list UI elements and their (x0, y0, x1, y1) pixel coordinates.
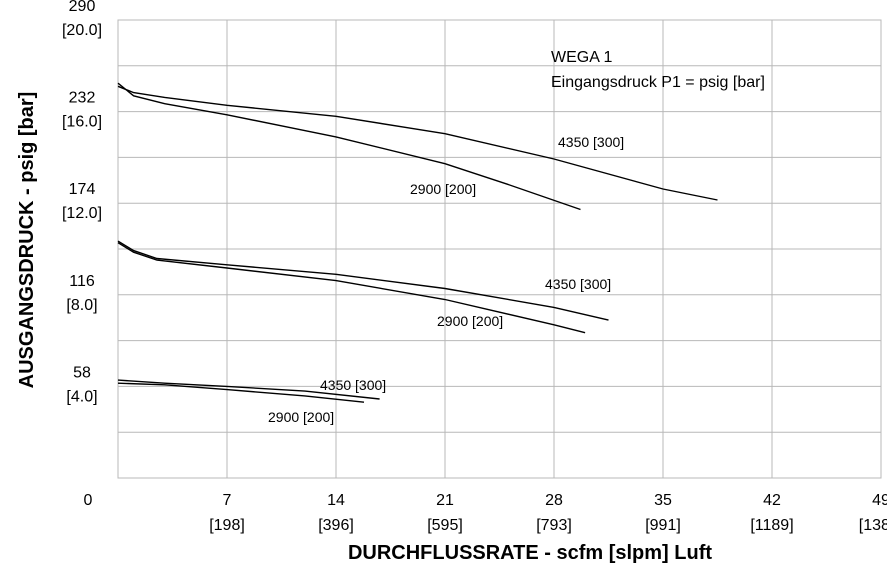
series-line-4 (117, 379, 380, 400)
y-tick-label: 116 (69, 273, 95, 290)
x-tick-label: 14 (327, 492, 345, 509)
x-tick-sublabel: [1189] (750, 517, 793, 534)
series-label-0: 4350 [300] (558, 134, 624, 150)
y-tick-sublabel: [4.0] (66, 388, 97, 405)
x-tick-sublabel: [1388] (859, 517, 887, 534)
x-tick-label: 35 (654, 492, 672, 509)
y-axis-title: AUSGANGSDRUCK - psig [bar] (16, 92, 38, 389)
x-tick-labels: 0 7 [198] 14 [396] 21 [595] 28 [793] 35 [991] 42 [11… (84, 492, 887, 534)
y-tick-label: 290 (69, 0, 96, 15)
x-tick-label: 0 (84, 492, 93, 509)
x-tick-sublabel: [793] (536, 517, 572, 534)
x-tick-label: 7 (223, 492, 232, 509)
x-tick-label: 28 (545, 492, 563, 509)
y-tick-label: 58 (73, 364, 91, 381)
y-tick-sublabel: [12.0] (62, 205, 102, 222)
curve-labels: 4350 [300] 2900 [200] 4350 [300] 2900 [200]… (268, 134, 624, 425)
legend-subtitle: Eingangsdruck P1 = psig [bar] (551, 74, 765, 91)
legend-title: WEGA 1 (551, 49, 612, 66)
y-tick-sublabel: [20.0] (62, 22, 102, 39)
plot-frame (117, 19, 882, 479)
series-label-1: 2900 [200] (410, 181, 476, 197)
series-label-2: 4350 [300] (545, 276, 611, 292)
series-line-0 (117, 85, 718, 201)
y-tick-sublabel: [16.0] (62, 114, 102, 131)
curve-layer (117, 82, 718, 403)
x-tick-sublabel: [198] (209, 517, 245, 534)
series-line-5 (117, 382, 365, 403)
x-tick-sublabel: [595] (427, 517, 463, 534)
y-tick-labels: 290 [20.0] 232 [16.0] 174 [12.0] 116 [8.0] 58 [4.… (62, 0, 102, 405)
series-line-1 (117, 82, 581, 211)
series-label-3: 2900 [200] (437, 313, 503, 329)
x-tick-label: 21 (436, 492, 454, 509)
x-axis-title: DURCHFLUSSRATE - scfm [slpm] Luft (348, 542, 712, 564)
x-tick-sublabel: [991] (645, 517, 681, 534)
series-label-4: 4350 [300] (320, 377, 386, 393)
x-tick-label: 42 (763, 492, 781, 509)
grid-layer (117, 19, 882, 479)
series-label-5: 2900 [200] (268, 409, 334, 425)
x-tick-label: 49 (872, 492, 887, 509)
series-line-2 (117, 240, 609, 321)
y-tick-sublabel: [8.0] (66, 297, 97, 314)
y-tick-label: 232 (69, 90, 96, 107)
x-tick-sublabel: [396] (318, 517, 354, 534)
y-tick-label: 174 (69, 181, 96, 198)
series-line-3 (117, 242, 586, 334)
